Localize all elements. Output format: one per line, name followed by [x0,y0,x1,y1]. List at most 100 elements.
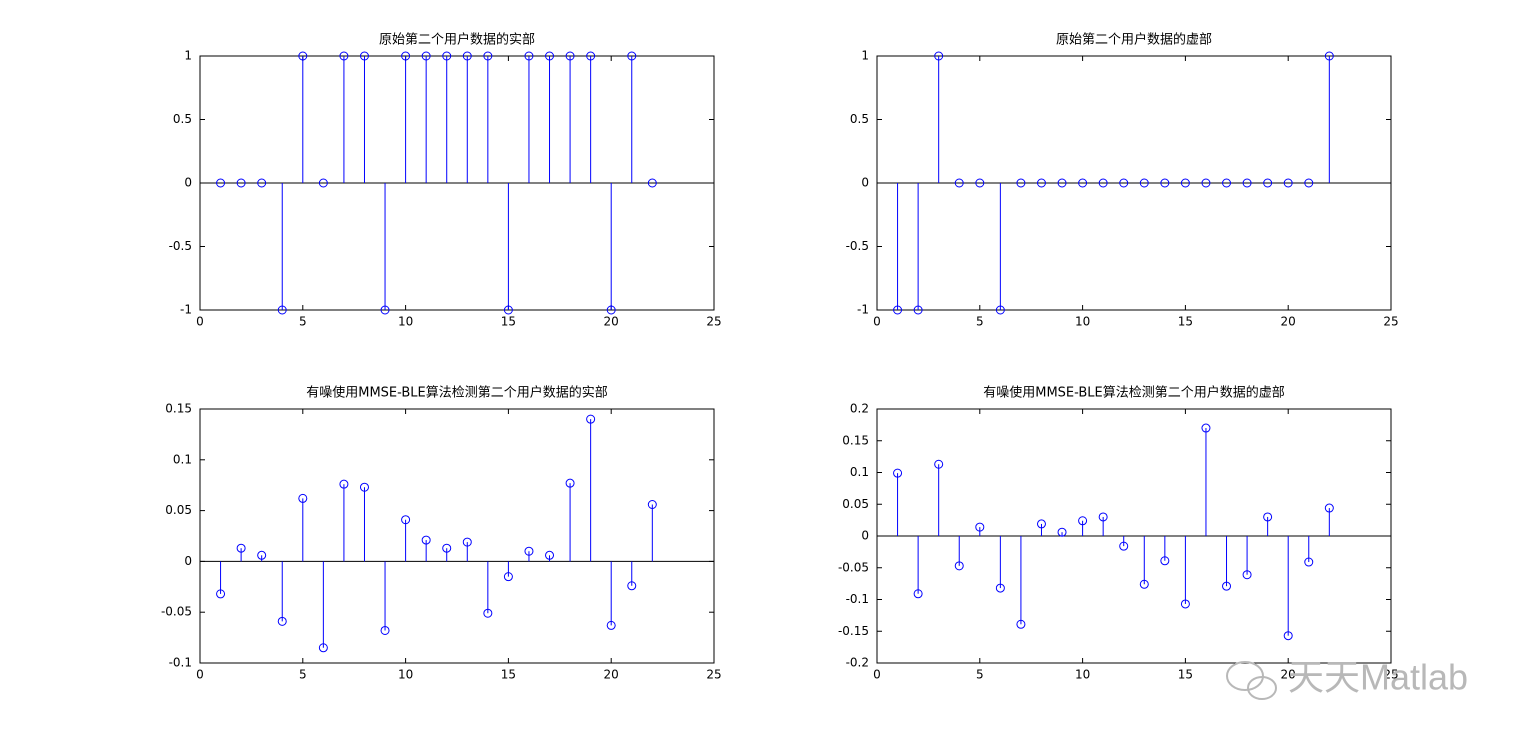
watermark: 天天Matlab [1288,657,1468,698]
stem-marker [1201,178,1211,188]
y-tick-label: 0.15 [165,402,192,416]
stem-marker [1016,619,1026,629]
stem-marker [462,51,472,61]
chart-title: 有噪使用MMSE-BLE算法检测第二个用户数据的实部 [306,385,608,401]
x-tick-label: 10 [1075,668,1090,682]
stem-marker [318,643,328,653]
y-tick-label: -0.1 [846,592,869,606]
stem-marker [1057,178,1067,188]
stem-marker [1160,556,1170,566]
stem-marker [1098,178,1108,188]
stem-marker [216,178,226,188]
stem-marker [545,550,555,560]
stem-marker [401,51,411,61]
stem-marker [1180,178,1190,188]
stem-marker [1160,178,1170,188]
chart-title: 有噪使用MMSE-BLE算法检测第二个用户数据的虚部 [983,385,1285,401]
y-tick-label: 0.5 [173,112,192,126]
y-tick-label: 0 [184,176,192,190]
watermark-icon [1226,661,1277,700]
stem-marker [1242,570,1252,580]
stem-marker [298,51,308,61]
y-tick-label: -0.05 [161,605,192,619]
stem-marker [1098,512,1108,522]
stem-marker [545,51,555,61]
stem-marker [1201,423,1211,433]
stem-marker [893,468,903,478]
stem-marker [483,51,493,61]
stem-marker [1119,541,1129,551]
stem-marker [565,51,575,61]
stem-marker [277,305,287,315]
stem-marker [893,305,903,315]
y-tick-label: 0.05 [842,497,869,511]
y-tick-label: -0.5 [169,239,192,253]
x-tick-label: 25 [706,315,721,329]
stem-marker [606,305,616,315]
stem-marker [975,522,985,532]
axes: 有噪使用MMSE-BLE算法检测第二个用户数据的虚部 0 5 10 15 20 25 -0.2… [838,385,1399,682]
stem-marker [1078,178,1088,188]
y-tick-label: 1 [861,49,869,63]
stem-marker [1263,178,1273,188]
stem-marker [380,625,390,635]
stem-marker [565,478,575,488]
stem-marker [339,51,349,61]
y-tick-label: 0.2 [850,402,869,416]
x-tick-label: 0 [873,668,881,682]
stem-marker [401,515,411,525]
axes: 原始第二个用户数据的虚部 0 5 10 15 20 25 -1 -0.5 0 0.5 1 [846,32,1399,329]
y-tick-label: -0.1 [169,656,192,670]
stem-marker [627,581,637,591]
axes: 原始第二个用户数据的实部 0 5 10 15 20 25 -1 -0.5 0 0.5 1 [169,32,722,329]
x-tick-label: 20 [604,668,619,682]
stem-marker [236,178,246,188]
x-tick-label: 5 [299,668,307,682]
axes: 有噪使用MMSE-BLE算法检测第二个用户数据的实部 0 5 10 15 20 25 -0.1… [161,385,722,682]
stem-marker [1016,178,1026,188]
stem-marker [1283,178,1293,188]
stem-marker [627,51,637,61]
y-tick-label: 1 [184,49,192,63]
x-tick-label: 15 [1178,315,1193,329]
y-tick-label: 0.5 [850,112,869,126]
stem-marker [1139,178,1149,188]
x-tick-label: 20 [1281,668,1296,682]
stem-marker [995,305,1005,315]
x-tick-label: 15 [1178,668,1193,682]
y-tick-label: -0.5 [846,239,869,253]
x-tick-label: 10 [1075,315,1090,329]
x-tick-label: 15 [501,668,516,682]
y-tick-label: -1 [180,303,192,317]
x-tick-label: 25 [706,668,721,682]
stem-marker [442,51,452,61]
y-tick-label: 0.15 [842,433,869,447]
stem-marker [913,589,923,599]
plot-area [199,408,715,664]
x-tick-label: 0 [196,668,204,682]
stem-marker [954,561,964,571]
stem-marker [1057,527,1067,537]
stem-marker [462,537,472,547]
stem-marker [380,305,390,315]
stem-marker [421,51,431,61]
stem-marker [524,546,534,556]
stem-marker [586,51,596,61]
stem-marker [647,178,657,188]
chart-title: 原始第二个用户数据的虚部 [1056,32,1212,48]
x-tick-label: 10 [398,668,413,682]
x-tick-label: 10 [398,315,413,329]
y-tick-label: 0 [861,176,869,190]
stem-marker [606,620,616,630]
stem-marker [913,305,923,315]
stem-marker [1283,631,1293,641]
stem-marker [1139,579,1149,589]
stem-marker [359,482,369,492]
stem-marker [503,305,513,315]
stem-marker [1304,557,1314,567]
stem-marker [442,543,452,553]
stem-marker [1304,178,1314,188]
x-tick-label: 0 [873,315,881,329]
y-tick-label: 0.1 [850,465,869,479]
x-tick-label: 5 [299,315,307,329]
